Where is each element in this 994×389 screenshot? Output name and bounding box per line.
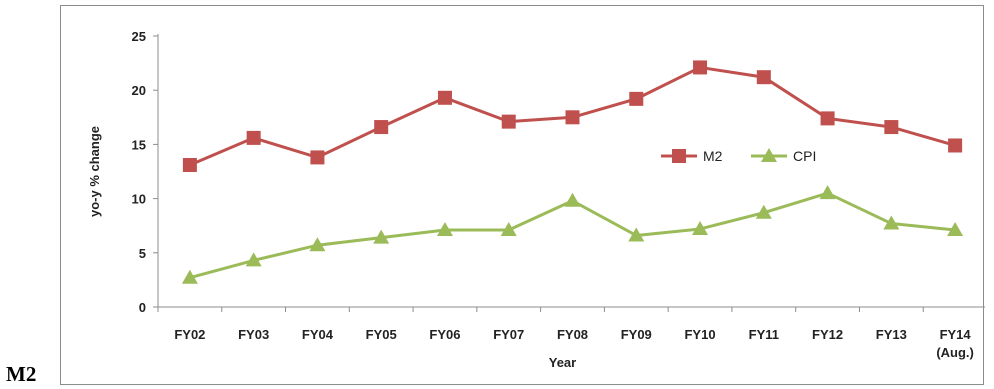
y-tick-label: 5 (139, 246, 146, 261)
x-tick-label: FY09 (621, 327, 652, 342)
x-tick-label: FY06 (429, 327, 460, 342)
y-tick-label: 25 (132, 29, 146, 44)
data-point-cpi (628, 227, 645, 242)
x-tick-label: FY02 (174, 327, 205, 342)
chart-frame: 0 5 10 15 20 25 FY02 FY03 FY04 FY05 FY06 FY07 FY08 FY… (60, 5, 985, 385)
x-tick-label: FY12 (812, 327, 843, 342)
x-axis-title: Year (549, 355, 576, 370)
y-tick-label: 10 (132, 192, 146, 207)
data-point-m2 (820, 111, 835, 126)
data-point-cpi (947, 222, 964, 237)
data-point-m2 (374, 120, 389, 135)
data-point-cpi (755, 204, 772, 219)
data-point-m2 (756, 70, 771, 85)
corner-label: M2 (6, 362, 37, 386)
y-axis-title: yo-y % change (87, 126, 102, 217)
legend-marker-m2 (672, 149, 686, 163)
data-point-m2 (629, 91, 644, 106)
data-point-cpi (692, 220, 709, 235)
data-point-m2 (565, 110, 580, 125)
x-tick-label: FY11 (749, 327, 779, 342)
data-point-m2 (884, 120, 899, 135)
data-point-m2 (246, 130, 261, 145)
legend-label-m2: M2 (703, 148, 723, 164)
x-tick-label: FY07 (493, 327, 524, 342)
x-tick-label: FY08 (557, 327, 588, 342)
data-point-m2 (310, 150, 325, 165)
data-point-cpi (436, 222, 453, 237)
legend-label-cpi: CPI (793, 148, 816, 164)
data-point-m2 (437, 90, 452, 105)
y-tick-label: 20 (132, 83, 146, 98)
data-point-m2 (693, 60, 708, 75)
data-point-cpi (373, 229, 390, 244)
legend-marker-cpi (761, 148, 777, 162)
x-tick-label: FY14 (940, 327, 972, 342)
data-point-cpi (500, 222, 517, 237)
x-tick-label: FY10 (684, 327, 715, 342)
x-tick-sublabel: (Aug.) (936, 345, 974, 360)
data-point-cpi (819, 185, 836, 200)
data-point-cpi (564, 192, 581, 207)
y-tick-label: 0 (139, 300, 146, 315)
data-point-cpi (245, 252, 262, 267)
x-tick-label: FY04 (302, 327, 334, 342)
x-tick-label: FY03 (238, 327, 269, 342)
data-point-cpi (181, 269, 198, 284)
y-tick-label: 15 (132, 137, 146, 152)
line-chart: 0 5 10 15 20 25 FY02 FY03 FY04 FY05 FY06 FY07 FY08 FY… (87, 29, 985, 370)
data-point-cpi (883, 215, 900, 230)
x-tick-label: FY13 (876, 327, 907, 342)
data-point-m2 (501, 114, 516, 129)
data-point-m2 (182, 157, 197, 172)
data-point-cpi (309, 237, 326, 252)
x-tick-label: FY05 (366, 327, 397, 342)
data-point-m2 (948, 138, 963, 153)
